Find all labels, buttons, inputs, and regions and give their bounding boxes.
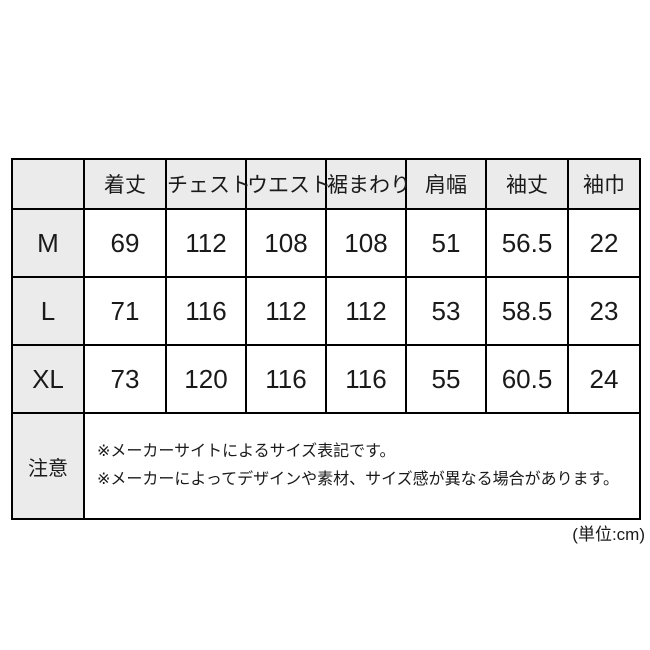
size-table: 着丈 チェスト ウエスト 裾まわり 肩幅 袖丈 袖巾 M 69 112 108 … (11, 158, 641, 520)
cell-l-sleeve-width: 23 (567, 276, 641, 346)
cell-xl-chest: 120 (165, 344, 247, 414)
cell-l-body-length: 71 (83, 276, 167, 346)
table-row-xl: XL 73 120 116 116 55 60.5 24 (11, 344, 641, 414)
cell-m-sleeve-width: 22 (567, 208, 641, 278)
cell-m-shoulder: 51 (405, 208, 487, 278)
cell-m-waist: 108 (245, 208, 327, 278)
row-label-l: L (11, 276, 85, 346)
note-row-label: 注意 (11, 412, 85, 520)
cell-xl-shoulder: 55 (405, 344, 487, 414)
column-header-waist: ウエスト (245, 158, 331, 210)
cell-xl-waist: 116 (245, 344, 327, 414)
unit-label: (単位:cm) (572, 525, 645, 544)
cell-xl-hem: 116 (325, 344, 407, 414)
note-cell: ※メーカーサイトによるサイズ表記です。 ※メーカーによってデザインや素材、サイズ… (83, 412, 641, 520)
column-header-shoulder: 肩幅 (405, 158, 487, 210)
cell-m-sleeve-length: 56.5 (485, 208, 569, 278)
column-header-body-length: 着丈 (83, 158, 167, 210)
cell-l-sleeve-length: 58.5 (485, 276, 569, 346)
column-header-hem: 裾まわり (325, 158, 411, 210)
cell-l-shoulder: 53 (405, 276, 487, 346)
column-header-sleeve-length: 袖丈 (485, 158, 569, 210)
note-line-2: ※メーカーによってデザインや素材、サイズ感が異なる場合があります。 (97, 471, 620, 488)
cell-m-hem: 108 (325, 208, 407, 278)
note-row: 注意 ※メーカーサイトによるサイズ表記です。 ※メーカーによってデザインや素材、… (11, 412, 641, 520)
row-label-xl: XL (11, 344, 85, 414)
header-row: 着丈 チェスト ウエスト 裾まわり 肩幅 袖丈 袖巾 (11, 158, 641, 210)
cell-xl-body-length: 73 (83, 344, 167, 414)
column-header-chest: チェスト (165, 158, 251, 210)
cell-l-hem: 112 (325, 276, 407, 346)
table-row-m: M 69 112 108 108 51 56.5 22 (11, 208, 641, 278)
cell-l-chest: 116 (165, 276, 247, 346)
row-label-m: M (11, 208, 85, 278)
corner-cell (11, 158, 85, 210)
cell-m-chest: 112 (165, 208, 247, 278)
cell-m-body-length: 69 (83, 208, 167, 278)
cell-l-waist: 112 (245, 276, 327, 346)
table-row-l: L 71 116 112 112 53 58.5 23 (11, 276, 641, 346)
note-line-1: ※メーカーサイトによるサイズ表記です。 (97, 443, 396, 460)
column-header-sleeve-width: 袖巾 (567, 158, 641, 210)
cell-xl-sleeve-width: 24 (567, 344, 641, 414)
cell-xl-sleeve-length: 60.5 (485, 344, 569, 414)
